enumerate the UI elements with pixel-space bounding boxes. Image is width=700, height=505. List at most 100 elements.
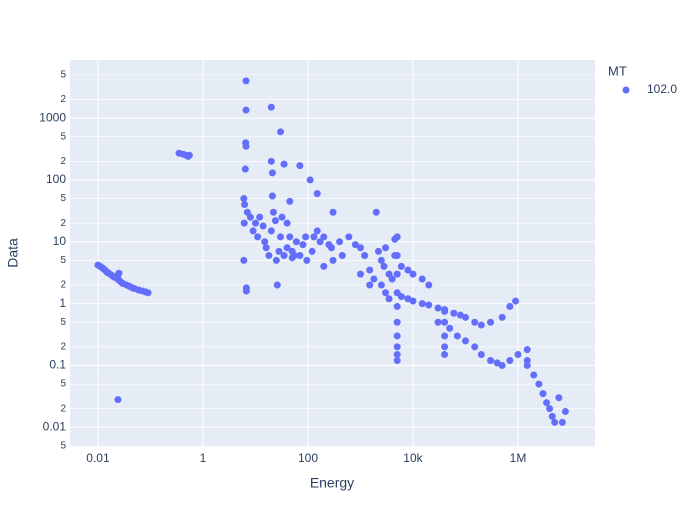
data-point (404, 266, 412, 274)
data-point (272, 256, 280, 264)
data-point (280, 251, 288, 259)
data-point (441, 318, 449, 326)
data-point (393, 302, 401, 310)
data-point (374, 247, 382, 255)
data-point (185, 151, 193, 159)
y-tick-label: 1000 (39, 110, 66, 124)
data-point (441, 332, 449, 340)
y-tick-label: 5 (60, 70, 66, 81)
data-point (441, 343, 449, 351)
data-point (268, 192, 276, 200)
data-point (269, 208, 277, 216)
data-point (267, 227, 275, 235)
data-point (409, 297, 417, 305)
data-point (377, 281, 385, 289)
data-point (477, 321, 485, 329)
data-point (546, 405, 554, 413)
data-point (308, 247, 316, 255)
x-tick-label: 0.01 (86, 451, 110, 465)
data-point (327, 244, 335, 252)
data-point (393, 233, 401, 241)
data-point (242, 287, 250, 295)
data-point (393, 332, 401, 340)
y-tick-label: 5 (60, 317, 66, 328)
y-tick-label: 10 (53, 234, 67, 248)
data-point (313, 190, 321, 198)
data-point (361, 251, 369, 259)
y-tick-label: 2 (60, 94, 66, 105)
data-point (487, 318, 495, 326)
data-point (251, 219, 259, 227)
legend-label: 102.0 (647, 82, 677, 96)
data-point (310, 233, 318, 241)
data-point (506, 357, 514, 365)
data-point (551, 418, 559, 426)
y-tick-label: 1 (59, 296, 66, 310)
data-point (366, 281, 374, 289)
data-point (385, 295, 393, 303)
data-point (453, 332, 461, 340)
data-point (351, 241, 359, 249)
data-point (434, 318, 442, 326)
data-point (271, 217, 279, 225)
data-point (393, 357, 401, 365)
data-point (240, 219, 248, 227)
data-point (299, 241, 307, 249)
data-point (259, 222, 267, 230)
data-point (425, 281, 433, 289)
data-point (539, 390, 547, 398)
data-point (242, 142, 250, 150)
y-tick-label: 5 (60, 131, 66, 142)
data-point (393, 351, 401, 359)
data-point (512, 297, 520, 305)
data-point (530, 371, 538, 379)
data-point (487, 357, 495, 365)
y-tick-label: 2 (60, 156, 66, 167)
data-point (290, 251, 298, 259)
data-point (254, 233, 262, 241)
data-point (418, 275, 426, 283)
data-point (114, 271, 122, 279)
data-point (393, 270, 401, 278)
data-point (461, 313, 469, 321)
data-point (329, 256, 337, 264)
data-point (303, 256, 311, 264)
data-point (261, 238, 269, 246)
data-point (249, 227, 257, 235)
data-point (277, 128, 285, 136)
data-point (393, 318, 401, 326)
data-point (535, 380, 543, 388)
data-point (434, 304, 442, 312)
data-point (471, 343, 479, 351)
data-point (241, 201, 249, 209)
data-point (265, 251, 273, 259)
data-point (418, 300, 426, 308)
data-point (306, 176, 314, 184)
data-point (523, 357, 531, 365)
x-tick-label: 1 (200, 451, 207, 465)
data-point (356, 244, 364, 252)
data-point (409, 270, 417, 278)
data-point (316, 238, 324, 246)
data-point (382, 244, 390, 252)
y-tick-label: 0.1 (49, 358, 66, 372)
data-point (555, 394, 563, 402)
data-point (329, 208, 337, 216)
data-point (558, 418, 566, 426)
y-tick-label: 5 (60, 441, 66, 452)
data-point (514, 351, 522, 359)
data-point (273, 281, 281, 289)
data-point (275, 247, 283, 255)
data-point (262, 244, 270, 252)
data-point (370, 275, 378, 283)
data-point (241, 165, 249, 173)
data-point (256, 213, 264, 221)
x-axis-title: Energy (310, 475, 354, 491)
data-point (320, 233, 328, 241)
data-point (393, 343, 401, 351)
x-tick-label: 1M (510, 451, 527, 465)
legend-marker (622, 86, 630, 94)
x-tick-label: 10k (403, 451, 423, 465)
x-tick-label: 100 (298, 451, 318, 465)
data-point (267, 157, 275, 165)
